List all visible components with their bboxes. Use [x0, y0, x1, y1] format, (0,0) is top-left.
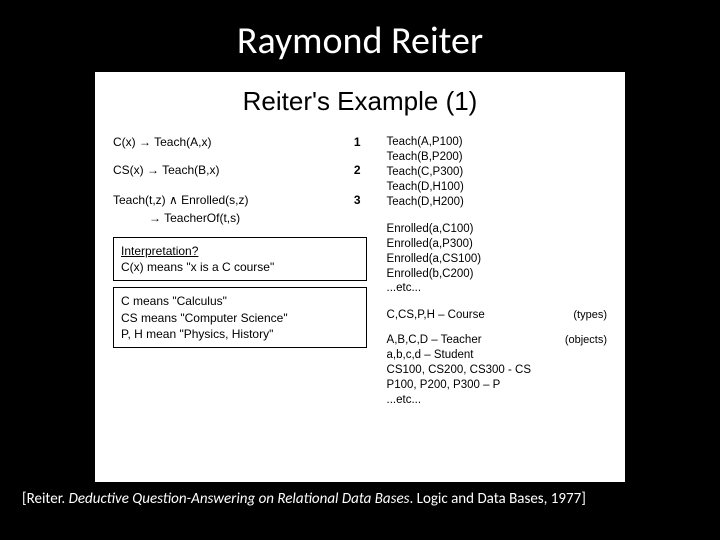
right-column: Teach(A,P100) Teach(B,P200) Teach(C,P300… [387, 135, 607, 408]
types-block: C,CS,P,H – Course (types) [387, 308, 607, 323]
enrolled-facts: Enrolled(a,C100) Enrolled(a,P300) Enroll… [387, 222, 607, 297]
rule-2: CS(x) → Teach(B,x) 2 [113, 163, 367, 177]
rule-1-num: 1 [342, 135, 367, 149]
rule-3-num: 3 [342, 191, 367, 209]
enrolled-fact: Enrolled(b,C200) [387, 267, 607, 282]
objects-block: A,B,C,D – Teacher a,b,c,d – Student CS10… [387, 333, 607, 408]
meanings-box: C means "Calculus" CS means "Computer Sc… [113, 287, 367, 348]
objects-line: A,B,C,D – Teacher [387, 333, 531, 348]
main-title: Raymond Reiter [0, 0, 720, 72]
types-label: (types) [567, 308, 607, 323]
teach-fact: Teach(D,H200) [387, 195, 607, 210]
interpretation-header: Interpretation? [121, 243, 359, 259]
citation-suffix: . Logic and Data Bases, 1977] [409, 490, 585, 508]
teach-fact: Teach(B,P200) [387, 150, 607, 165]
citation-prefix: [Reiter. [22, 490, 69, 508]
meaning-1: C means "Calculus" [121, 293, 359, 309]
meaning-3: P, H mean "Physics, History" [121, 326, 359, 342]
objects-line: ...etc... [387, 393, 531, 408]
slide-title: Reiter's Example (1) [113, 86, 607, 117]
enrolled-fact: Enrolled(a,P300) [387, 237, 607, 252]
types-line: C,CS,P,H – Course [387, 308, 485, 323]
rule-3: Teach(t,z) ∧ Enrolled(s,z) 3 → TeacherOf… [113, 191, 367, 227]
teach-facts: Teach(A,P100) Teach(B,P200) Teach(C,P300… [387, 135, 607, 210]
citation: [Reiter. Deductive Question-Answering on… [0, 482, 720, 508]
rule-3-line2: → TeacherOf(t,s) [113, 209, 367, 227]
enrolled-fact: Enrolled(a,C100) [387, 222, 607, 237]
objects-label: (objects) [559, 333, 607, 408]
rule-3-line1: Teach(t,z) ∧ Enrolled(s,z) [113, 191, 249, 209]
rule-1: C(x) → Teach(A,x) 1 [113, 135, 367, 149]
enrolled-fact: Enrolled(a,CS100) [387, 252, 607, 267]
meaning-2: CS means "Computer Science" [121, 310, 359, 326]
objects-line: P100, P200, P300 – P [387, 378, 531, 393]
citation-title: Deductive Question-Answering on Relation… [69, 490, 410, 508]
objects-line: CS100, CS200, CS300 - CS [387, 363, 531, 378]
rule-2-num: 2 [342, 163, 367, 177]
rule-2-text: CS(x) → Teach(B,x) [113, 163, 342, 177]
content-grid: C(x) → Teach(A,x) 1 CS(x) → Teach(B,x) 2… [113, 135, 607, 408]
left-column: C(x) → Teach(A,x) 1 CS(x) → Teach(B,x) 2… [113, 135, 367, 408]
objects-line: a,b,c,d – Student [387, 348, 531, 363]
teach-fact: Teach(D,H100) [387, 180, 607, 195]
rule-1-text: C(x) → Teach(A,x) [113, 135, 342, 149]
embedded-slide: Reiter's Example (1) C(x) → Teach(A,x) 1… [95, 72, 625, 482]
teach-fact: Teach(A,P100) [387, 135, 607, 150]
interpretation-box: Interpretation? C(x) means "x is a C cou… [113, 237, 367, 281]
teach-fact: Teach(C,P300) [387, 165, 607, 180]
enrolled-fact: ...etc... [387, 281, 607, 296]
interpretation-line: C(x) means "x is a C course" [121, 259, 359, 275]
